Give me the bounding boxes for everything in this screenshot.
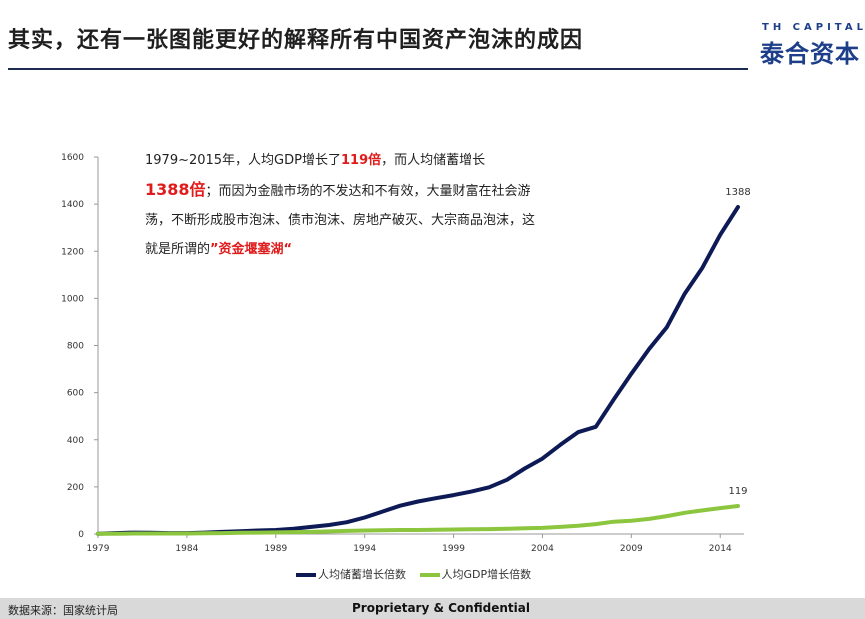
data-source: 数据来源：国家统计局 [8,604,118,617]
gdp-multiple-highlight: 119倍 [340,153,382,168]
gdp-end-label: 119 [728,486,747,497]
y-tick-label: 600 [67,389,84,399]
y-tick-label: 1400 [61,200,84,210]
x-tick-label: 2014 [709,544,732,554]
legend-item-gdp: 人均GDP增长倍数 [419,566,532,582]
x-tick-label: 1984 [175,544,198,554]
legend-item-savings: 人均储蓄增长倍数 [296,566,406,582]
funds-lake-highlight: ”资金堰塞湖“ [210,242,293,257]
legend-label-savings: 人均储蓄增长倍数 [318,568,406,581]
y-tick-label: 200 [67,483,84,493]
x-tick-label: 1994 [353,544,376,554]
y-tick-label: 1200 [61,247,84,257]
legend-label-gdp: 人均GDP增长倍数 [441,568,532,581]
x-tick-label: 1989 [264,544,287,554]
x-tick-label: 2004 [531,544,554,554]
callout-part-2: ，而人均储蓄增长 [381,153,486,168]
line-chart: 0 200 400 600 800 1000 1200 1400 1600 1979 1984 198… [61,153,751,554]
logo-subtext: TH CAPITAL [762,22,865,33]
callout-text: 1979~2015年，人均GDP增长了119倍，而人均储蓄增长 1388倍；而因… [145,146,545,264]
y-tick-label: 0 [78,530,84,540]
company-logo: 泰合资本 [760,40,860,68]
y-tick-label: 800 [67,342,84,352]
savings-multiple-highlight: 1388倍 [145,180,206,199]
gdp-growth-line [96,504,740,536]
legend-swatch-gdp [419,573,440,577]
y-tick-label: 1600 [61,153,84,163]
confidential-notice: Proprietary & Confidential [352,601,530,615]
page-title: 其实，还有一张图能更好的解释所有中国资产泡沫的成因 [8,28,584,53]
x-tick-label: 1979 [87,544,110,554]
x-tick-label: 2009 [620,544,643,554]
footer-bar [0,598,865,619]
y-tick-label: 1000 [61,294,84,304]
title-divider [8,68,748,70]
callout-part-3: ；而因为金融市场的不发达和不有效，大量财富在社会游荡，不断形成股市泡沫、债市泡沫… [145,184,536,257]
savings-end-label: 1388 [725,187,750,198]
callout-part-1: 1979~2015年，人均GDP增长了 [145,153,341,168]
x-tick-label: 1999 [442,544,465,554]
chart-legend: 人均储蓄增长倍数 人均GDP增长倍数 [296,566,541,582]
legend-swatch-savings [296,573,316,577]
y-tick-label: 400 [67,436,84,446]
